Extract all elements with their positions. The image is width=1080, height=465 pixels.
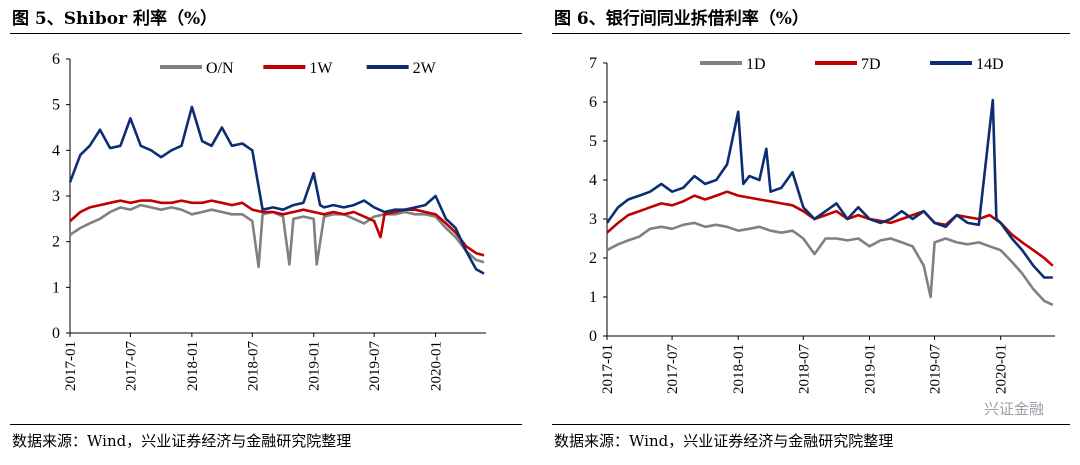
x-tick-label: 2018-01 — [185, 341, 201, 391]
chart-title-shibor: 图 5、Shibor 利率（%） — [12, 9, 218, 29]
chart-shibor: 0 1 2 3 4 5 6 2017-01 2017-07 2018-01 2018-07 2019-… — [52, 51, 486, 391]
x-tick-label: 2020-01 — [994, 344, 1010, 394]
x-tick-label: 2018-07 — [245, 341, 261, 391]
x-tick-label: 2020-01 — [429, 341, 445, 391]
title-rule — [10, 33, 522, 34]
title-rule — [552, 33, 1070, 34]
y-tick-label: 0 — [589, 328, 597, 345]
series-line-on — [69, 203, 485, 269]
series-line-2w — [68, 105, 485, 275]
y-tick-label: 3 — [52, 188, 60, 205]
x-tick-label: 2017-01 — [63, 341, 79, 391]
series-line-1d — [606, 221, 1054, 306]
legend-label: 14D — [976, 56, 1004, 73]
chart-title-interbank: 图 6、银行间同业拆借利率（%） — [554, 9, 809, 29]
y-tick-label: 7 — [589, 55, 597, 72]
x-tick-label: 2019-01 — [862, 344, 878, 394]
legend-label: 7D — [861, 56, 881, 73]
series-line-1w — [69, 199, 485, 257]
y-tick-label: 5 — [52, 97, 60, 114]
legend-label: O/N — [206, 60, 234, 77]
legend-label: 1D — [746, 56, 766, 73]
x-tick-label: 2019-07 — [367, 341, 383, 391]
y-tick-label: 3 — [589, 211, 597, 228]
y-tick-label: 5 — [589, 133, 597, 150]
y-tick-label: 0 — [52, 325, 60, 342]
y-tick-label: 6 — [52, 51, 60, 68]
source-note: 数据来源：Wind，兴业证券经济与金融研究院整理 — [554, 432, 894, 450]
x-tick-label: 2018-01 — [731, 344, 747, 394]
source-rule — [552, 424, 1070, 425]
y-tick-label: 4 — [589, 172, 597, 189]
x-tick-label: 2017-07 — [123, 341, 139, 391]
x-tick-label: 2019-07 — [928, 344, 944, 394]
watermark: 兴证金融 — [983, 400, 1044, 418]
series-line-14d — [605, 98, 1053, 279]
chart-interbank: 0 1 2 3 4 5 6 7 2017-01 2017-07 2018-01 2018-07 2019… — [589, 55, 1055, 394]
y-tick-label: 4 — [52, 142, 60, 159]
legend-label: 2W — [413, 60, 437, 77]
x-tick-label: 2019-01 — [307, 341, 323, 391]
y-tick-label: 2 — [52, 234, 60, 251]
x-tick-label: 2018-07 — [796, 344, 812, 394]
source-note: 数据来源：Wind，兴业证券经济与金融研究院整理 — [12, 432, 352, 450]
y-tick-label: 1 — [589, 289, 597, 306]
panel-interbank: 图 6、银行间同业拆借利率（%） 0 1 2 3 4 5 6 7 2017-01 2017-07 2… — [540, 0, 1080, 465]
panel-shibor: 图 5、Shibor 利率（%） 0 1 2 3 4 5 6 2017-01 2017-07 20… — [10, 9, 522, 450]
source-rule — [10, 424, 522, 425]
y-tick-label: 1 — [52, 279, 60, 296]
legend-label: 1W — [309, 60, 333, 77]
y-tick-label: 6 — [589, 94, 597, 111]
y-tick-label: 2 — [589, 250, 597, 267]
x-tick-label: 2017-01 — [600, 344, 616, 394]
x-tick-label: 2017-07 — [665, 344, 681, 394]
